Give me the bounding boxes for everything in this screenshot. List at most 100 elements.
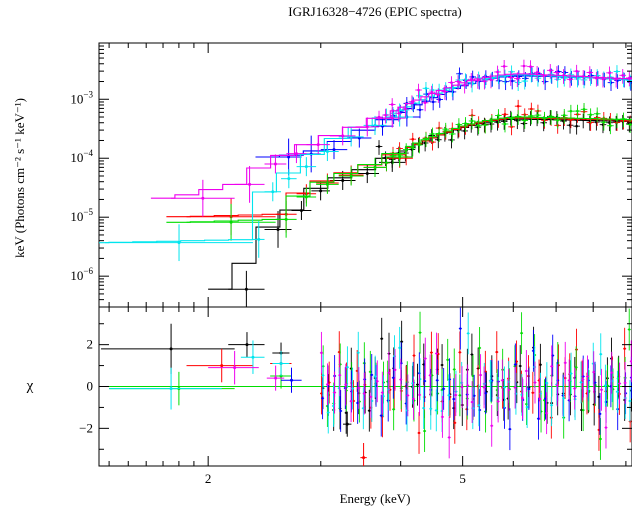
residual-point xyxy=(472,394,476,397)
residual-point xyxy=(169,387,173,391)
residual-point xyxy=(233,366,237,370)
data-point xyxy=(602,120,606,124)
residual-point xyxy=(370,373,373,377)
residual-point-group xyxy=(367,389,371,432)
residual-point-group xyxy=(368,350,372,393)
residual-point-group xyxy=(321,354,325,397)
data-point xyxy=(543,116,546,120)
residual-point xyxy=(327,381,331,384)
residual-point xyxy=(274,376,278,380)
data-point xyxy=(437,132,441,135)
residual-point-group xyxy=(520,312,524,355)
residual-point xyxy=(484,392,487,395)
residual-point-group xyxy=(460,366,464,408)
residual-point-group xyxy=(435,359,439,402)
residual-point xyxy=(436,379,439,382)
residual-point xyxy=(618,382,621,385)
residual-point-group xyxy=(598,392,602,435)
residual-point-group xyxy=(331,385,335,427)
residual-point-group xyxy=(326,391,330,434)
residual-point-group xyxy=(550,345,554,388)
residual-point xyxy=(458,351,462,354)
residual-point xyxy=(521,397,524,400)
residual-point-group xyxy=(344,363,348,406)
residual-point-group xyxy=(524,350,528,392)
data-point xyxy=(341,178,345,182)
residual-point-group xyxy=(458,331,462,374)
residual-point xyxy=(482,386,486,389)
residual-point xyxy=(616,390,619,393)
data-point xyxy=(589,113,592,117)
model-line xyxy=(166,116,632,223)
residual-point xyxy=(525,405,529,409)
residual-point-group xyxy=(417,412,421,454)
data-point xyxy=(628,123,632,126)
residual-point-group xyxy=(555,364,559,407)
residual-point-group xyxy=(415,363,419,406)
residual-point-group xyxy=(561,374,565,417)
data-point xyxy=(444,127,448,131)
data-point xyxy=(287,155,291,159)
residual-point-group xyxy=(429,331,433,374)
data-point xyxy=(385,161,388,165)
data-point xyxy=(556,118,559,122)
residual-point xyxy=(406,394,410,397)
residual-point xyxy=(393,368,397,372)
data-point xyxy=(424,87,428,90)
data-point xyxy=(615,70,619,73)
data-point xyxy=(273,162,277,166)
residual-point xyxy=(412,397,415,401)
residual-point-group xyxy=(435,332,439,375)
residual-point xyxy=(515,360,518,363)
residual-point xyxy=(586,375,589,378)
residual-point xyxy=(501,379,504,382)
data-point xyxy=(530,114,533,118)
data-point xyxy=(483,123,487,127)
data-point xyxy=(595,112,599,116)
data-point xyxy=(248,182,252,186)
data-point xyxy=(582,108,586,111)
residual-point-group xyxy=(550,384,554,427)
residual-point-group xyxy=(482,366,486,409)
data-point xyxy=(299,208,303,212)
residual-point-group xyxy=(500,359,504,402)
data-point xyxy=(397,111,401,115)
data-point xyxy=(373,165,377,169)
residual-point xyxy=(369,395,373,399)
y-tick-label: 10−5 xyxy=(70,207,93,224)
y-tick-label: 10−4 xyxy=(70,148,93,165)
residual-point xyxy=(441,415,444,419)
data-point xyxy=(325,150,329,154)
residual-point xyxy=(460,385,464,389)
residual-point-group xyxy=(351,367,355,410)
residual-point xyxy=(418,393,421,397)
residual-point xyxy=(628,399,632,403)
residual-point xyxy=(387,371,390,374)
residual-point xyxy=(245,343,249,347)
data-point xyxy=(294,152,298,156)
residual-point-group xyxy=(349,380,353,423)
residual-point-group xyxy=(406,374,410,417)
data-point xyxy=(377,115,381,119)
data-point xyxy=(431,100,435,104)
data-point xyxy=(476,79,480,82)
residual-point xyxy=(503,386,506,389)
residual-point-group xyxy=(470,381,474,423)
residual-point-group xyxy=(447,416,451,459)
data-point xyxy=(555,71,559,74)
data-point xyxy=(523,79,527,83)
residual-point xyxy=(458,394,462,397)
residual-point xyxy=(338,374,341,377)
residual-point-group xyxy=(458,307,462,350)
residual-point xyxy=(442,387,445,391)
data-point xyxy=(588,71,592,74)
data-point xyxy=(503,122,507,126)
residual-point-group xyxy=(369,375,373,418)
residual-point-group xyxy=(536,397,540,440)
residual-point xyxy=(495,350,498,354)
residual-point xyxy=(430,374,434,377)
residual-point xyxy=(538,397,542,401)
data-point xyxy=(304,165,308,169)
data-point xyxy=(177,241,181,245)
data-point xyxy=(284,217,288,221)
